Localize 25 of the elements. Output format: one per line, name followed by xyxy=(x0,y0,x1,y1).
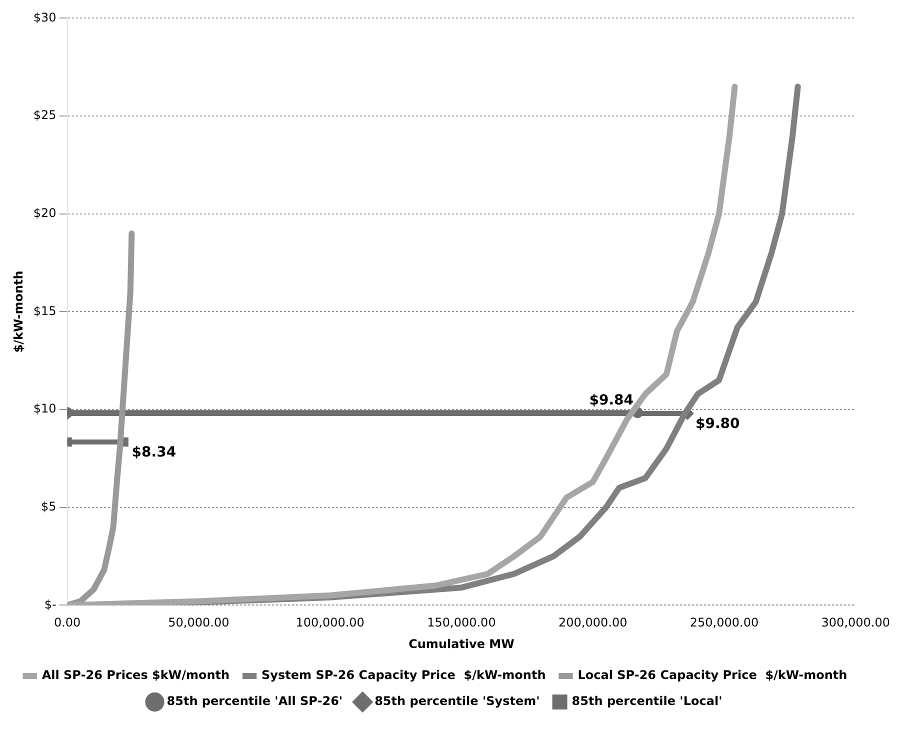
x-tick-label: 300,000.00 xyxy=(821,616,890,630)
data-label: $8.34 xyxy=(132,444,176,461)
legend-label: All SP-26 Prices $kW/month xyxy=(42,668,230,682)
x-tick-label: 100,000.00 xyxy=(296,616,364,630)
data-label: $9.80 xyxy=(695,416,740,432)
y-axis-title: $/kW-month xyxy=(11,270,26,353)
y-tick-label: $5 xyxy=(41,499,56,514)
y-tick-label: $10 xyxy=(33,402,56,416)
y-tick-label: $15 xyxy=(33,304,56,318)
legend-label: 85th percentile 'All SP-26' xyxy=(166,694,343,708)
y-tick-label: $- xyxy=(44,597,56,612)
x-tick-label: 150,000.00 xyxy=(427,616,496,630)
data-label: $9.84 xyxy=(589,392,634,408)
y-tick-label: $20 xyxy=(33,206,56,220)
x-tick-label: 0.00 xyxy=(54,616,81,630)
y-tick-label: $30 xyxy=(33,10,56,24)
x-axis-title: Cumulative MW xyxy=(408,636,514,651)
y-tick-label: $25 xyxy=(33,108,56,122)
legend-label: 85th percentile 'Local' xyxy=(572,694,722,708)
x-tick-label: 200,000.00 xyxy=(558,616,628,630)
legend-label: Local SP-26 Capacity Price $/kW-month xyxy=(578,668,848,682)
x-tick-label: 50,000.00 xyxy=(168,616,230,630)
legend-label: 85th percentile 'System' xyxy=(374,694,540,708)
x-tick-label: 250,000.00 xyxy=(690,616,759,630)
legend-label: System SP-26 Capacity Price $/kW-month xyxy=(262,668,546,682)
